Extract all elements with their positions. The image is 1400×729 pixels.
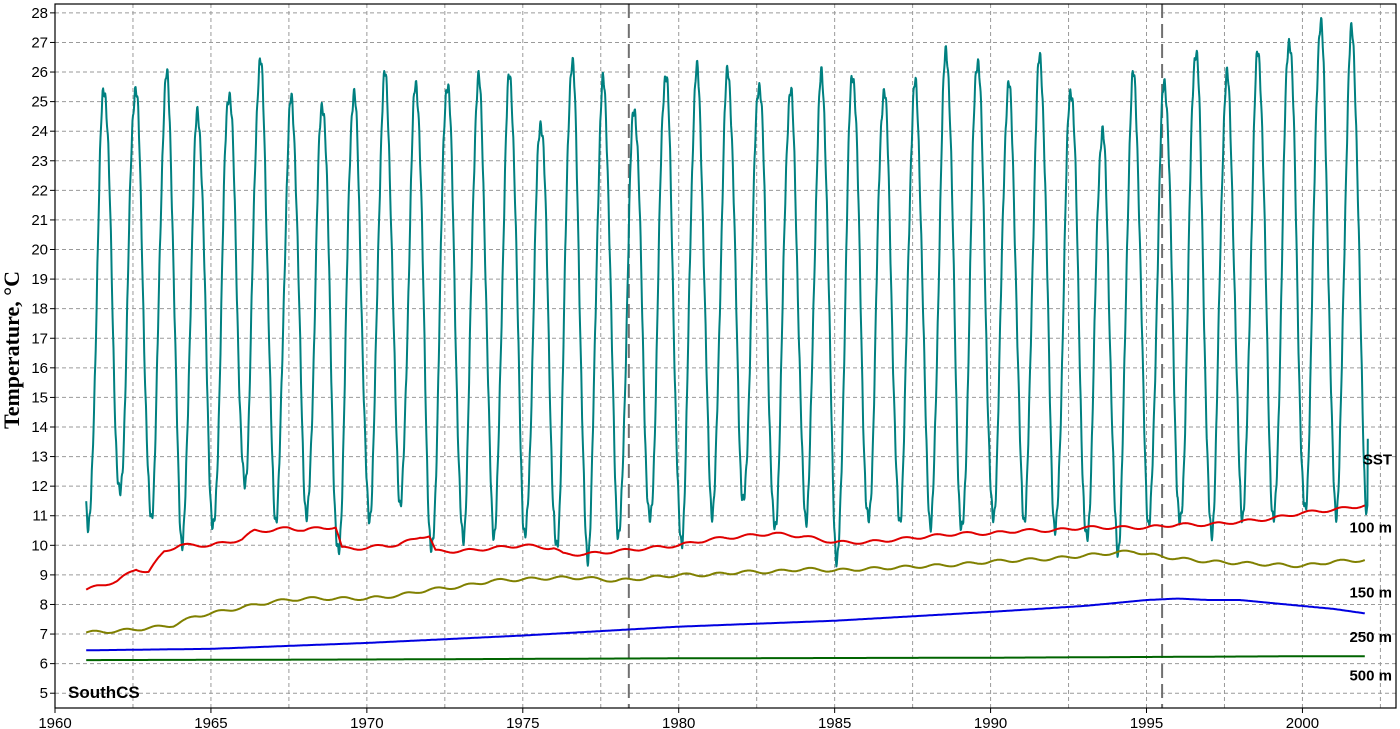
- series-line-250m: [86, 597, 1365, 652]
- y-tick-labels: 5 6 7 8 9 10 11 12 13 14 15 16 17 18 19 20 21 22 23 24 25 26 2…: [31, 5, 48, 702]
- station-label: SouthCS: [68, 683, 140, 702]
- x-tick-label: 1975: [506, 715, 539, 729]
- y-tick-label: 22: [31, 182, 48, 199]
- series-line-sst: [85, 17, 1369, 568]
- series-label: 250 m: [1349, 629, 1392, 646]
- x-tick-label: 1970: [350, 715, 383, 729]
- y-tick-label: 17: [31, 330, 48, 347]
- y-tick-label: 19: [31, 271, 48, 288]
- x-tick-label: 2000: [1286, 715, 1319, 729]
- y-tick-label: 9: [40, 567, 48, 584]
- x-tick-label: 1995: [1130, 715, 1163, 729]
- y-tick-label: 13: [31, 449, 48, 466]
- y-tick-label: 18: [31, 301, 48, 318]
- y-tick-label: 23: [31, 153, 48, 170]
- plot-border: [54, 3, 1397, 709]
- y-tick-label: 16: [31, 360, 48, 377]
- y-axis-label: Temperature, °C: [0, 271, 24, 429]
- series-label: 150 m: [1349, 585, 1392, 602]
- series-label: SST: [1363, 452, 1392, 469]
- series-line-100m: [85, 504, 1366, 591]
- series-line-500m: [86, 655, 1365, 662]
- y-tick-label: 5: [40, 685, 48, 702]
- y-tick-label: 24: [31, 123, 48, 140]
- grid-lines: [55, 4, 1396, 708]
- x-tick-label: 1960: [38, 715, 71, 729]
- y-tick-label: 20: [31, 242, 48, 259]
- vertical-markers: [627, 4, 1164, 708]
- series-lines: [85, 17, 1369, 662]
- y-tick-label: 15: [31, 389, 48, 406]
- y-tick-label: 26: [31, 64, 48, 81]
- y-tick-label: 14: [31, 419, 48, 436]
- series-labels: SST 100 m 150 m 250 m 500 m: [1349, 452, 1392, 685]
- y-tick-label: 7: [40, 626, 48, 643]
- y-tick-label: 8: [40, 596, 48, 613]
- x-tick-label: 1965: [194, 715, 227, 729]
- y-tick-label: 27: [31, 34, 48, 51]
- y-tick-label: 6: [40, 656, 48, 673]
- x-tick-label: 1990: [974, 715, 1007, 729]
- plot-frame: [50, 3, 1397, 713]
- y-tick-label: 21: [31, 212, 48, 229]
- series-label: 500 m: [1349, 667, 1392, 684]
- y-tick-label: 25: [31, 94, 48, 111]
- x-tick-labels: 1960 1965 1970 1975 1980 1985 1990 1995 2000: [38, 715, 1319, 729]
- y-tick-label: 12: [31, 478, 48, 495]
- y-tick-label: 11: [32, 508, 48, 525]
- series-line-150m: [85, 549, 1366, 634]
- x-tick-label: 1985: [818, 715, 851, 729]
- y-tick-label: 10: [31, 537, 48, 554]
- y-tick-label: 28: [31, 5, 48, 22]
- x-tick-label: 1980: [662, 715, 695, 729]
- series-label: 100 m: [1349, 520, 1392, 537]
